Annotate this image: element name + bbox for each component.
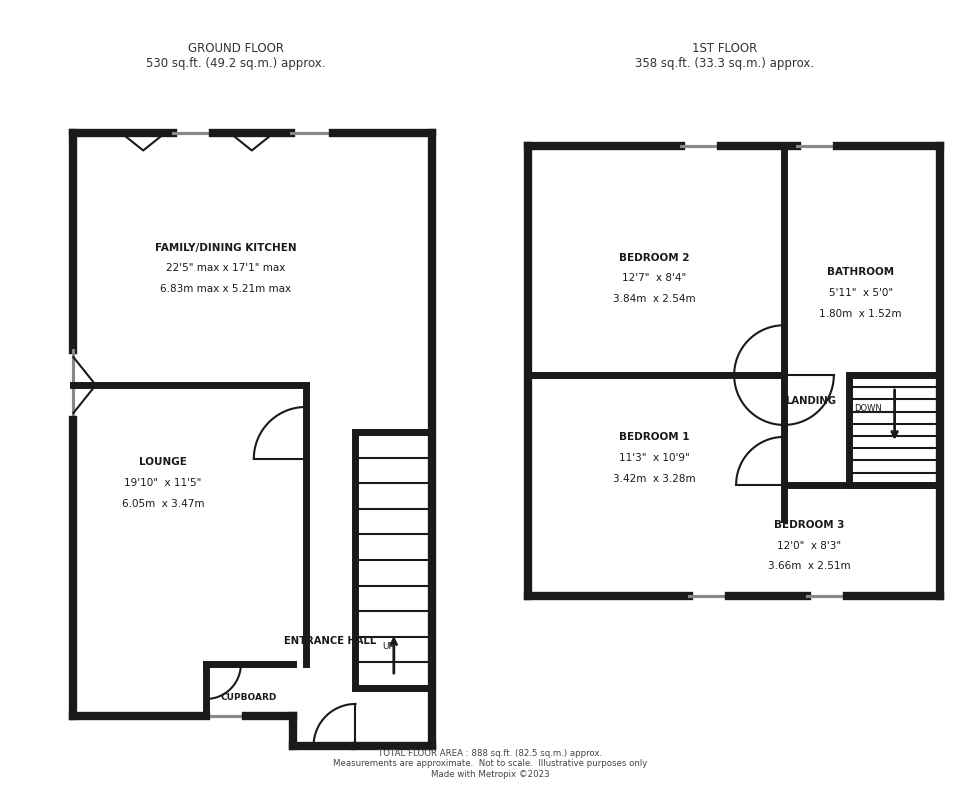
- Text: 6.83m max x 5.21m max: 6.83m max x 5.21m max: [161, 284, 291, 295]
- Text: LOUNGE: LOUNGE: [139, 457, 187, 466]
- Text: 12'0"  x 8'3": 12'0" x 8'3": [777, 541, 841, 550]
- Text: BEDROOM 1: BEDROOM 1: [619, 432, 690, 442]
- Text: 1.80m  x 1.52m: 1.80m x 1.52m: [819, 309, 902, 320]
- Text: BATHROOM: BATHROOM: [827, 267, 895, 278]
- Text: GROUND FLOOR
530 sq.ft. (49.2 sq.m.) approx.: GROUND FLOOR 530 sq.ft. (49.2 sq.m.) app…: [146, 42, 325, 70]
- Text: 12'7"  x 8'4": 12'7" x 8'4": [622, 274, 687, 283]
- Text: 6.05m  x 3.47m: 6.05m x 3.47m: [122, 499, 205, 508]
- Text: UP: UP: [382, 642, 394, 650]
- Text: 5'11"  x 5'0": 5'11" x 5'0": [829, 288, 893, 299]
- Text: FAMILY/DINING KITCHEN: FAMILY/DINING KITCHEN: [155, 243, 297, 253]
- Text: CUPBOARD: CUPBOARD: [220, 693, 277, 702]
- Text: BEDROOM 2: BEDROOM 2: [619, 253, 690, 262]
- Text: TOTAL FLOOR AREA : 888 sq.ft. (82.5 sq.m.) approx.
Measurements are approximate.: TOTAL FLOOR AREA : 888 sq.ft. (82.5 sq.m…: [333, 749, 647, 779]
- Bar: [849, 375, 941, 485]
- Text: LANDING: LANDING: [785, 396, 836, 406]
- Text: 3.66m  x 2.51m: 3.66m x 2.51m: [767, 562, 851, 571]
- Text: 11'3"  x 10'9": 11'3" x 10'9": [619, 453, 690, 462]
- Text: 19'10"  x 11'5": 19'10" x 11'5": [124, 478, 202, 487]
- Bar: [356, 432, 432, 688]
- Text: 22'5" max x 17'1" max: 22'5" max x 17'1" max: [167, 263, 285, 274]
- Text: 3.84m  x 2.54m: 3.84m x 2.54m: [613, 295, 696, 304]
- Text: 3.42m  x 3.28m: 3.42m x 3.28m: [613, 474, 696, 483]
- Text: DOWN: DOWN: [854, 404, 881, 413]
- Text: BEDROOM 3: BEDROOM 3: [773, 520, 844, 529]
- Text: 1ST FLOOR
358 sq.ft. (33.3 sq.m.) approx.: 1ST FLOOR 358 sq.ft. (33.3 sq.m.) approx…: [635, 42, 813, 70]
- Text: ENTRANCE HALL: ENTRANCE HALL: [284, 636, 376, 646]
